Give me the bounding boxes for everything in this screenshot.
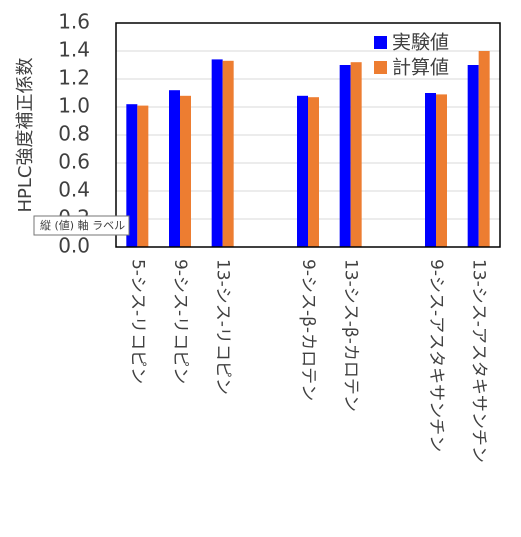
plot-border bbox=[115, 22, 501, 248]
bar bbox=[180, 95, 191, 247]
bar bbox=[350, 62, 362, 248]
legend-swatch bbox=[374, 36, 387, 49]
y-tick-label: 0.8 bbox=[58, 122, 90, 146]
y-tick-label: 0.4 bbox=[58, 178, 90, 202]
x-tick-label: 9-シス-リコピン bbox=[170, 259, 190, 384]
x-tick-label: 13-シス-アスタキサンチン bbox=[469, 259, 489, 463]
x-tick-label: 13-シス-リコピン bbox=[213, 259, 233, 395]
y-tick-label: 0.0 bbox=[58, 234, 90, 258]
y-tick-label: 1.6 bbox=[58, 10, 90, 34]
y-tick-label: 1.4 bbox=[58, 38, 90, 62]
bar bbox=[478, 51, 490, 247]
bar bbox=[467, 65, 479, 247]
y-tick-label: 1.2 bbox=[58, 66, 90, 90]
bar bbox=[169, 90, 180, 247]
tooltip: 縦 (値) 軸 ラベル bbox=[40, 218, 125, 232]
bar bbox=[339, 65, 351, 247]
bar bbox=[297, 95, 308, 247]
x-tick-label: 9-シス-アスタキサンチン bbox=[426, 259, 446, 452]
legend-swatch bbox=[374, 61, 387, 74]
x-tick-label: 9-シス-β-カロテン bbox=[298, 259, 318, 401]
y-tick-label: 1.0 bbox=[58, 94, 90, 118]
legend-label: 計算値 bbox=[392, 57, 449, 79]
tooltip-box bbox=[33, 215, 130, 236]
y-axis-title: HPLC強度補正係数 bbox=[15, 58, 36, 213]
bar bbox=[137, 105, 149, 247]
x-tick-label: 5-シス-リコピン bbox=[127, 259, 147, 384]
bar bbox=[211, 59, 223, 248]
bar bbox=[222, 60, 234, 247]
x-tick-label: 13-シス-β-カロテン bbox=[341, 259, 361, 412]
y-tick-label: 0.6 bbox=[58, 150, 90, 174]
bar bbox=[436, 94, 447, 248]
bar bbox=[308, 97, 319, 247]
bar bbox=[126, 104, 138, 247]
legend-label: 実験値 bbox=[392, 32, 449, 54]
bar bbox=[425, 93, 436, 247]
